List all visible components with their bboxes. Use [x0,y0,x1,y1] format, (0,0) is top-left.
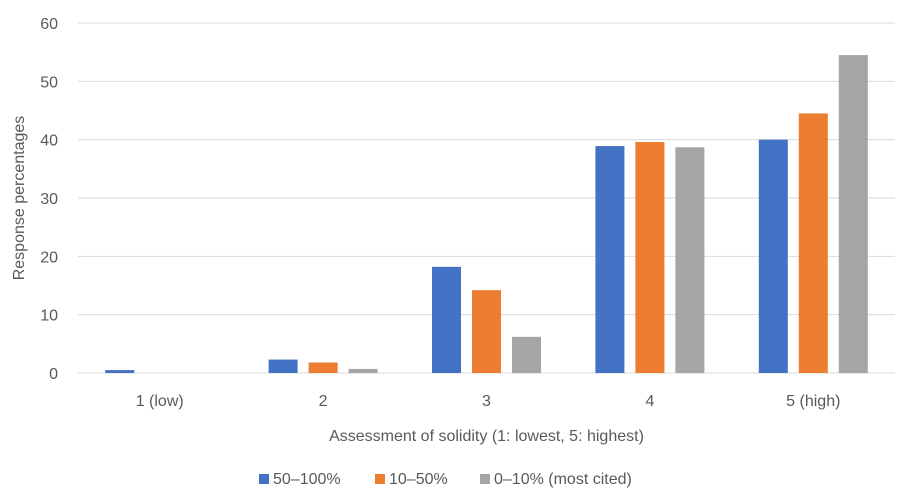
x-tick-label: 3 [482,393,491,410]
y-tick-label: 30 [40,191,58,208]
bar [635,142,665,373]
y-tick-label: 20 [40,249,58,266]
bar [798,113,828,374]
bar [675,147,705,373]
legend: 50–100% 10–50% 0–10% (most cited) [259,471,632,488]
x-tick-label: 4 [645,393,654,410]
legend-swatch [375,474,385,484]
bar [432,266,461,373]
bar [758,139,788,373]
bar [838,55,868,373]
y-tick-label: 50 [40,74,58,91]
y-axis-title: Response percentages [11,116,28,281]
bar [308,362,338,373]
y-tick-label: 0 [49,366,58,383]
bar [268,359,298,373]
legend-swatch [480,474,490,484]
y-tick-label: 40 [40,133,58,150]
bar [512,336,541,373]
x-tick-label: 5 (high) [786,393,840,410]
x-axis-ticks: 1 (low) 2 3 4 5 (high) [136,393,841,410]
bar [105,370,135,373]
bars [105,55,868,374]
legend-label: 0–10% (most cited) [494,471,632,488]
x-axis-title: Assessment of solidity (1: lowest, 5: hi… [329,428,644,445]
y-tick-label: 10 [40,308,58,325]
y-axis-ticks: 0 10 20 30 40 50 60 [40,16,58,383]
legend-label: 10–50% [389,471,448,488]
x-tick-label: 2 [319,393,328,410]
y-tick-label: 60 [40,16,58,33]
bar [348,368,378,373]
bar [472,290,501,373]
legend-label: 50–100% [273,471,341,488]
legend-swatch [259,474,269,484]
x-tick-label: 1 (low) [136,393,184,410]
bar [595,146,625,373]
